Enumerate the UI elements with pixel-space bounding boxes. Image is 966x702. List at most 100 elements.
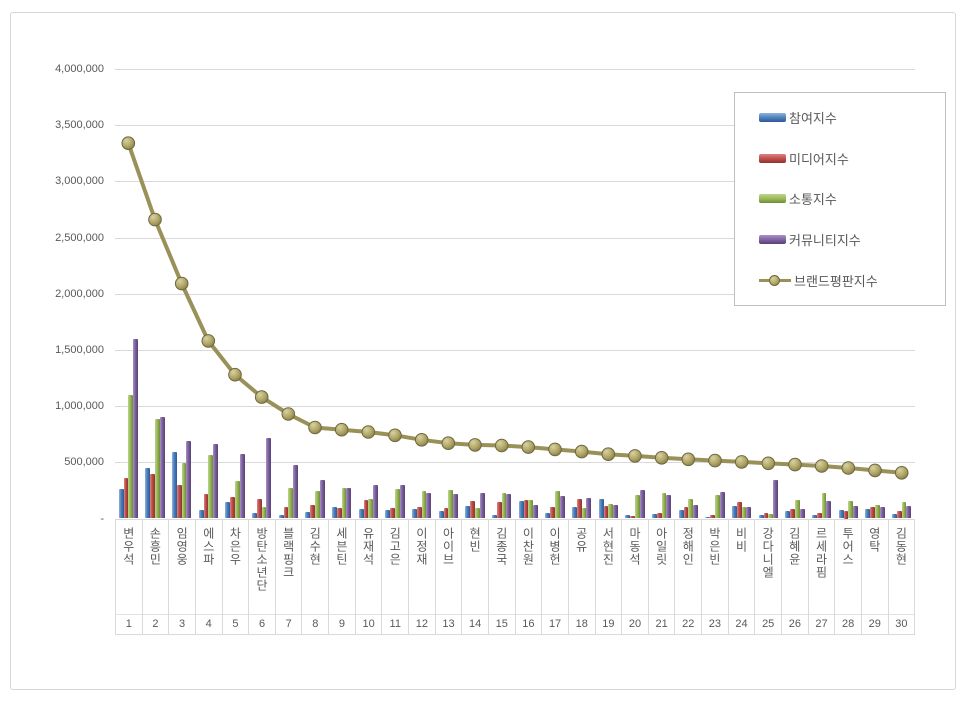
bar-소통지수 xyxy=(155,419,160,519)
category-label: 공유 xyxy=(574,527,589,553)
legend-item-브랜드평판지수: 브랜드평판지수 xyxy=(735,271,945,290)
bar-참여지수 xyxy=(385,510,391,519)
bar-참여지수 xyxy=(118,489,124,519)
bar-참여지수 xyxy=(358,508,364,519)
category-label-cell: 비비 xyxy=(729,520,756,614)
brand-index-line-layer xyxy=(121,136,909,480)
bar-미디어지수 xyxy=(683,506,689,519)
bar-참여지수 xyxy=(332,507,337,519)
gridline xyxy=(115,125,915,127)
rank-label-cell: 6 xyxy=(249,614,276,634)
bar-커뮤니티지수 xyxy=(399,485,405,519)
category-label: 김혜윤 xyxy=(787,527,802,566)
legend-label: 브랜드평판지수 xyxy=(794,274,878,290)
bar-참여지수 xyxy=(438,511,444,519)
bar-커뮤니티지수 xyxy=(186,440,192,519)
category-label: 현빈 xyxy=(467,527,482,553)
category-label: 김고은 xyxy=(387,527,402,566)
category-label: 변우석 xyxy=(121,527,136,566)
bar-소통지수 xyxy=(341,487,347,519)
rank-label-cell: 7 xyxy=(276,614,303,634)
brand-index-marker xyxy=(574,444,589,459)
bar-소통지수 xyxy=(181,462,187,519)
legend-line-bead xyxy=(769,275,780,287)
rank-label-cell: 17 xyxy=(542,614,569,634)
category-label: 이정재 xyxy=(414,527,429,566)
bar-커뮤니티지수 xyxy=(479,492,485,519)
bar-참여지수 xyxy=(732,506,737,519)
bar-참여지수 xyxy=(305,512,311,519)
bar-참여지수 xyxy=(545,513,551,519)
brand-index-marker xyxy=(308,420,322,435)
bar-소통지수 xyxy=(715,494,720,519)
category-label-cell: 김고은 xyxy=(382,520,410,614)
category-label: 유재석 xyxy=(361,527,376,566)
rank-label-cell: 3 xyxy=(169,614,196,634)
bar-참여지수 xyxy=(412,508,417,519)
gridline xyxy=(115,462,915,464)
legend-bar-swatch-icon xyxy=(759,194,786,204)
rank-label-cell: 9 xyxy=(329,614,356,634)
category-label-cell: 차은우 xyxy=(223,520,250,614)
bar-커뮤니티지수 xyxy=(133,338,138,519)
rank-label-cell: 21 xyxy=(649,614,676,634)
bar-미디어지수 xyxy=(256,499,262,519)
bar-참여지수 xyxy=(465,506,471,519)
bar-미디어지수 xyxy=(336,508,342,519)
bar-미디어지수 xyxy=(710,514,715,519)
bar-커뮤니티지수 xyxy=(239,454,245,519)
rank-axis: 1 2 3 4 5 6 7 8 9 10 11 12 13 14 15 16 17 18 19 20 21 22 23 24 2… xyxy=(115,614,916,635)
bar-커뮤니티지수 xyxy=(693,505,698,519)
bar-소통지수 xyxy=(688,498,694,519)
bar-미디어지수 xyxy=(310,505,315,519)
gridline xyxy=(115,237,915,239)
category-label-cell: 르세라핌 xyxy=(809,520,836,614)
rank-label-cell: 16 xyxy=(516,614,543,634)
legend: 참여지수 미디어지수 소통지수 커뮤니티지수 브랜드평판지수 xyxy=(734,92,946,306)
rank-label-cell: 1 xyxy=(115,614,143,634)
legend-item-소통지수: 소통지수 xyxy=(735,189,945,208)
brand-index-marker xyxy=(868,463,882,478)
bar-참여지수 xyxy=(252,512,257,519)
bar-커뮤니티지수 xyxy=(373,484,378,519)
rank-label-cell: 15 xyxy=(489,614,516,634)
category-label-cell: 이찬원 xyxy=(516,520,543,614)
bar-미디어지수 xyxy=(843,510,849,519)
category-label-cell: 세븐틴 xyxy=(329,520,356,614)
brand-index-marker xyxy=(788,457,802,472)
brand-index-marker xyxy=(734,455,749,469)
y-axis-tick-label: 3,500,000 xyxy=(55,119,104,132)
y-axis-tick-label: 4,000,000 xyxy=(55,63,104,75)
bar-참여지수 xyxy=(812,515,817,519)
category-label: 투어스 xyxy=(840,527,855,566)
brand-index-marker xyxy=(468,438,482,452)
bar-커뮤니티지수 xyxy=(639,490,645,519)
bar-미디어지수 xyxy=(150,473,155,519)
brand-index-marker xyxy=(254,390,269,404)
category-label-cell: 현빈 xyxy=(462,520,489,614)
category-label: 비비 xyxy=(734,527,749,553)
bar-소통지수 xyxy=(528,499,534,519)
plot-area xyxy=(115,69,915,520)
bar-참여지수 xyxy=(518,500,524,519)
gridline xyxy=(115,406,915,408)
category-label-cell: 이병헌 xyxy=(542,520,569,614)
bar-미디어지수 xyxy=(230,497,235,519)
bar-참여지수 xyxy=(838,510,844,519)
bar-커뮤니티지수 xyxy=(746,507,752,519)
category-label-cell: 강다니엘 xyxy=(755,520,783,614)
brand-index-marker xyxy=(148,212,162,227)
brand-index-marker xyxy=(361,425,376,439)
bar-소통지수 xyxy=(501,493,507,519)
bar-참여지수 xyxy=(678,509,684,519)
category-label-cell: 변우석 xyxy=(115,520,143,614)
bar-커뮤니티지수 xyxy=(506,493,512,519)
category-axis: 변우석 손흥민 임영웅 에스파 차은우 방탄소년단 블랙핑크 김수현 세븐틴 유재석 김고은 이정재 아… xyxy=(115,520,916,615)
legend-label: 미디어지수 xyxy=(789,151,849,167)
y-axis-tick-label: 3,000,000 xyxy=(55,175,104,188)
brand-index-marker xyxy=(521,440,536,454)
category-label: 이찬원 xyxy=(520,527,535,566)
bar-소통지수 xyxy=(475,508,480,519)
bar-커뮤니티지수 xyxy=(453,494,458,519)
bar-커뮤니티지수 xyxy=(853,506,858,519)
